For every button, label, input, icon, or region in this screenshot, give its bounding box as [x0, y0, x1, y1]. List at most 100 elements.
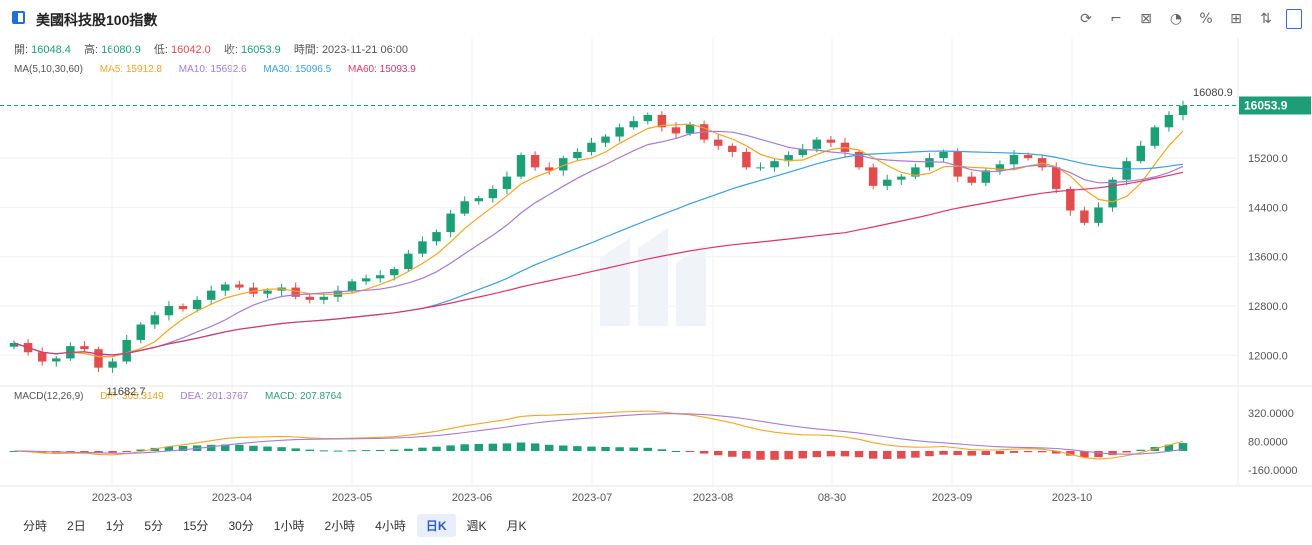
- macd-bar: [291, 448, 300, 451]
- macd-bar: [1009, 451, 1019, 453]
- period-tab-4[interactable]: 15分: [183, 519, 209, 533]
- period-bar: 分時 2日 1分 5分 15分 30分 1小時 2小時 4小時 日K 週K 月K: [14, 514, 536, 537]
- arrows-icon[interactable]: ⇅: [1260, 11, 1272, 27]
- macd-bar: [756, 451, 765, 460]
- macd-bar: [122, 451, 131, 452]
- candle-body: [713, 139, 723, 146]
- macd-bar: [319, 450, 329, 452]
- dif-value: DIF: 305.3149: [100, 391, 164, 402]
- low-marker: 11682.7: [107, 386, 146, 398]
- macd-legend: MACD(12,26,9) DIF: 305.3149 DEA: 201.376…: [14, 391, 356, 402]
- macd-bar: [573, 446, 582, 451]
- period-tab-5[interactable]: 30分: [228, 519, 254, 533]
- ma60-line: [13, 171, 1184, 356]
- macd-bar: [404, 448, 413, 451]
- candle-body: [1122, 161, 1131, 180]
- macd-bar: [502, 443, 512, 451]
- price-tick-label: 12000.0: [1248, 350, 1288, 362]
- period-tab-10[interactable]: 週K: [466, 519, 487, 533]
- macd-bar: [1108, 451, 1117, 456]
- macd-bar: [1080, 451, 1089, 458]
- period-tab-6[interactable]: 1小時: [273, 519, 305, 533]
- x-tick-label: 08-30: [818, 492, 846, 504]
- macd-bar: [798, 451, 807, 459]
- draw-icon[interactable]: ⌐: [1110, 11, 1122, 27]
- candle-body: [432, 232, 441, 242]
- last-price-tag-bg: [1239, 96, 1311, 115]
- candle-body: [770, 161, 779, 168]
- candle-body: [1108, 179, 1117, 208]
- macd-bar: [305, 449, 314, 451]
- candle-body: [375, 275, 385, 279]
- macd-bar: [361, 450, 371, 452]
- macd-bar: [1023, 451, 1033, 453]
- chart-header: 美國科技股100指數 ⟳ ⌐ ⊠ ◔ % ⊞ ⇅: [0, 0, 1312, 38]
- macd-bar: [80, 451, 89, 452]
- macd-bar: [66, 451, 75, 453]
- candle-body: [418, 241, 427, 254]
- candle-body: [868, 167, 878, 186]
- price-tick-label: 14400.0: [1248, 202, 1288, 214]
- compare-icon[interactable]: ⊠: [1140, 11, 1152, 27]
- period-tab-9[interactable]: 日K: [416, 514, 456, 537]
- ma10-line: [13, 130, 1184, 356]
- grid-icon[interactable]: ⊞: [1230, 11, 1242, 27]
- time-label: 時間:: [293, 44, 319, 56]
- page-title: 美國科技股100指數: [36, 12, 158, 28]
- period-tab-3[interactable]: 5分: [144, 519, 164, 533]
- high-value: 16080.9: [101, 44, 141, 56]
- candle-body: [192, 299, 202, 310]
- price-tick-label: 13600.0: [1248, 252, 1288, 264]
- period-tab-7[interactable]: 2小時: [324, 519, 356, 533]
- macd-bar: [418, 447, 427, 451]
- period-tab-8[interactable]: 4小時: [375, 519, 406, 533]
- refresh-icon[interactable]: ⟳: [1080, 11, 1092, 27]
- high-marker: 16080.9: [1193, 87, 1233, 99]
- period-tab-11[interactable]: 月K: [506, 519, 527, 533]
- macd-bar: [911, 451, 920, 458]
- period-tab-1[interactable]: 2日: [67, 519, 86, 533]
- candle-body: [573, 151, 582, 159]
- candle-body: [9, 343, 19, 347]
- candle-body: [728, 145, 737, 152]
- macd-tick-label: 320.0000: [1248, 408, 1294, 420]
- candle-body: [305, 296, 314, 300]
- period-tab-0[interactable]: 分時: [23, 519, 48, 533]
- candle-body: [516, 155, 526, 177]
- candle-body: [925, 158, 934, 168]
- watermark-logo: [600, 228, 706, 326]
- candle-body: [530, 155, 540, 168]
- macd-bar: [164, 446, 174, 451]
- candle-body: [1094, 207, 1103, 223]
- candle-body: [995, 164, 1005, 171]
- candle-body: [657, 114, 667, 128]
- dea-line: [13, 413, 1184, 455]
- candle-body: [1066, 188, 1075, 211]
- macd-bar: [995, 451, 1005, 455]
- percent-icon[interactable]: %: [1199, 11, 1213, 27]
- panel-logo-icon: [12, 11, 25, 24]
- ma30-line: [13, 150, 1184, 356]
- macd-bar: [432, 446, 441, 451]
- candle-body: [291, 287, 300, 297]
- macd-bar: [474, 443, 484, 451]
- panel-icon[interactable]: [1286, 9, 1302, 29]
- candle-body: [1136, 145, 1145, 162]
- chart-canvas[interactable]: 2023-03 2023-04 2023-05 2023-06 2023-07 2023-…: [0, 0, 1312, 512]
- macd-bar: [136, 449, 145, 451]
- pie-icon[interactable]: ◔: [1169, 11, 1183, 27]
- candle-body: [502, 176, 512, 189]
- time-value: 2023-11-21 06:00: [321, 44, 408, 56]
- period-tab-2[interactable]: 1分: [105, 519, 125, 533]
- candle-body: [235, 284, 244, 288]
- ma30-value: MA30: 15096.5: [263, 64, 332, 75]
- candle-body: [178, 306, 188, 310]
- macd-bar: [1094, 451, 1103, 458]
- candle-body: [80, 346, 89, 350]
- candle-body: [544, 167, 554, 171]
- macd-bar: [981, 451, 991, 456]
- macd-bar: [742, 451, 751, 459]
- candle-body: [347, 281, 357, 291]
- candle-body: [798, 148, 807, 156]
- candle-body: [1080, 210, 1089, 223]
